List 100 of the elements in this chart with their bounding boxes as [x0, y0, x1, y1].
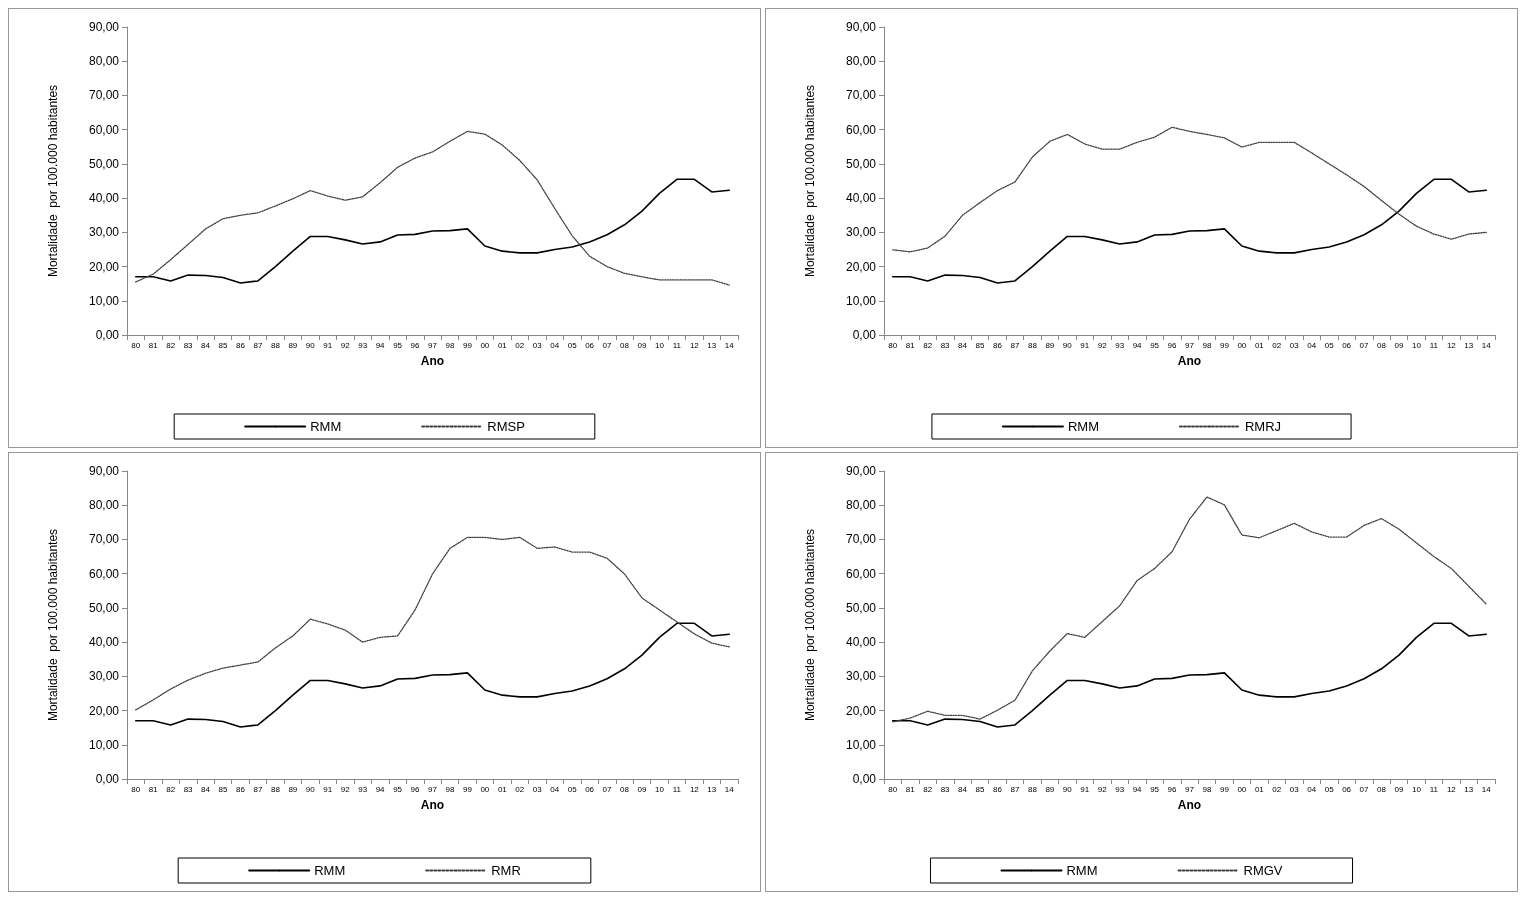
y-axis-title: Mortalidade por 100.000 habitantes	[46, 528, 60, 722]
x-tick-label: 84	[958, 784, 968, 794]
legend-label: RMSP	[487, 419, 525, 434]
x-tick-label: 05	[567, 784, 578, 794]
x-tick-label: 91	[323, 340, 333, 350]
y-axis-title: Mortalidade por 100.000 habitantes	[803, 528, 817, 722]
y-tick-label: 80,00	[88, 498, 120, 513]
y-tick-label: 30,00	[845, 669, 877, 684]
x-tick-label: 05	[1324, 340, 1335, 350]
x-tick-label: 96	[410, 340, 421, 350]
x-tick-label: 01	[497, 340, 508, 350]
y-tick-label: 70,00	[845, 88, 877, 103]
x-tick-label: 96	[410, 784, 421, 794]
x-tick-label: 80	[888, 784, 898, 794]
x-axis-title: Ano	[1177, 798, 1202, 812]
x-tick-label: 89	[1045, 784, 1055, 794]
x-tick-label: 05	[1324, 784, 1335, 794]
y-tick-label: 20,00	[88, 259, 120, 274]
x-tick-label: 88	[270, 784, 281, 794]
x-tick-label: 09	[637, 784, 647, 794]
y-tick-label: 60,00	[88, 566, 120, 581]
x-tick-label: 09	[1394, 784, 1404, 794]
x-tick-label: 98	[445, 340, 455, 350]
x-tick-label: 87	[1010, 340, 1020, 350]
x-tick-label: 07	[1359, 340, 1370, 350]
x-tick-label: 95	[393, 784, 403, 794]
x-tick-label: 06	[585, 784, 595, 794]
y-tick-label: 80,00	[845, 498, 877, 513]
x-tick-label: 99	[462, 340, 473, 350]
y-tick-label: 10,00	[845, 293, 877, 308]
x-tick-label: 90	[305, 340, 316, 350]
x-tick-label: 96	[1167, 340, 1178, 350]
x-tick-label: 07	[602, 784, 613, 794]
x-tick-label: 90	[1062, 340, 1073, 350]
x-tick-label: 94	[375, 784, 386, 794]
x-tick-label: 13	[707, 340, 717, 350]
legend-label: RMRJ	[1244, 419, 1282, 434]
x-tick-label: 94	[1132, 784, 1143, 794]
x-tick-label: 81	[148, 784, 159, 794]
x-tick-label: 83	[940, 340, 951, 350]
x-tick-label: 87	[253, 340, 263, 350]
x-tick-label: 04	[550, 340, 560, 350]
y-tick-label: 90,00	[88, 20, 120, 34]
y-tick-label: 10,00	[88, 737, 120, 752]
legend-label: RMGV	[1243, 863, 1283, 878]
x-tick-label: 98	[1202, 340, 1212, 350]
x-tick-label: 04	[550, 784, 560, 794]
x-tick-label: 03	[1289, 784, 1300, 794]
x-tick-label: 81	[905, 784, 916, 794]
x-tick-label: 99	[462, 784, 473, 794]
y-tick-label: 60,00	[845, 566, 877, 581]
x-tick-label: 83	[183, 340, 194, 350]
y-tick-label: 80,00	[845, 54, 877, 69]
legend-label: RMR	[491, 863, 521, 878]
x-tick-label: 82	[923, 784, 933, 794]
x-tick-label: 85	[975, 340, 986, 350]
x-tick-label: 00	[480, 784, 490, 794]
y-tick-label: 40,00	[88, 635, 120, 650]
x-tick-label: 85	[975, 784, 986, 794]
y-tick-label: 90,00	[88, 464, 120, 478]
x-tick-label: 90	[305, 784, 316, 794]
x-tick-label: 80	[131, 784, 141, 794]
x-tick-label: 10	[654, 340, 665, 350]
x-tick-label: 89	[1045, 340, 1055, 350]
x-tick-label: 10	[1411, 784, 1422, 794]
x-tick-label: 06	[1342, 340, 1352, 350]
x-tick-label: 99	[1219, 340, 1230, 350]
y-tick-label: 0,00	[95, 328, 120, 342]
x-tick-label: 12	[1446, 784, 1457, 794]
x-axis-title: Ano	[420, 354, 445, 368]
y-tick-label: 50,00	[88, 156, 120, 171]
x-tick-label: 85	[218, 784, 229, 794]
x-tick-label: 02	[515, 784, 525, 794]
x-tick-label: 82	[166, 340, 176, 350]
x-tick-label: 93	[358, 784, 368, 794]
x-tick-label: 87	[1010, 784, 1020, 794]
y-tick-label: 20,00	[88, 703, 120, 718]
x-tick-label: 92	[1097, 340, 1108, 350]
x-tick-label: 90	[1062, 784, 1073, 794]
x-tick-label: 01	[497, 784, 508, 794]
y-tick-label: 30,00	[88, 225, 120, 240]
x-tick-label: 86	[993, 340, 1003, 350]
x-tick-label: 12	[689, 784, 700, 794]
y-tick-label: 0,00	[95, 772, 120, 786]
x-tick-label: 82	[166, 784, 176, 794]
x-tick-label: 08	[1377, 340, 1387, 350]
x-tick-label: 93	[1115, 784, 1125, 794]
x-tick-label: 06	[1342, 784, 1352, 794]
x-tick-label: 14	[1481, 340, 1492, 350]
x-tick-label: 98	[445, 784, 455, 794]
x-tick-label: 06	[585, 340, 595, 350]
x-tick-label: 83	[940, 784, 951, 794]
legend-label: RMM	[1067, 419, 1099, 434]
legend-label: RMM	[1066, 863, 1098, 878]
x-tick-label: 95	[1150, 784, 1160, 794]
x-tick-label: 92	[1097, 784, 1108, 794]
x-tick-label: 81	[905, 340, 916, 350]
y-tick-label: 70,00	[845, 532, 877, 547]
x-tick-label: 85	[218, 340, 229, 350]
x-tick-label: 07	[1359, 784, 1370, 794]
